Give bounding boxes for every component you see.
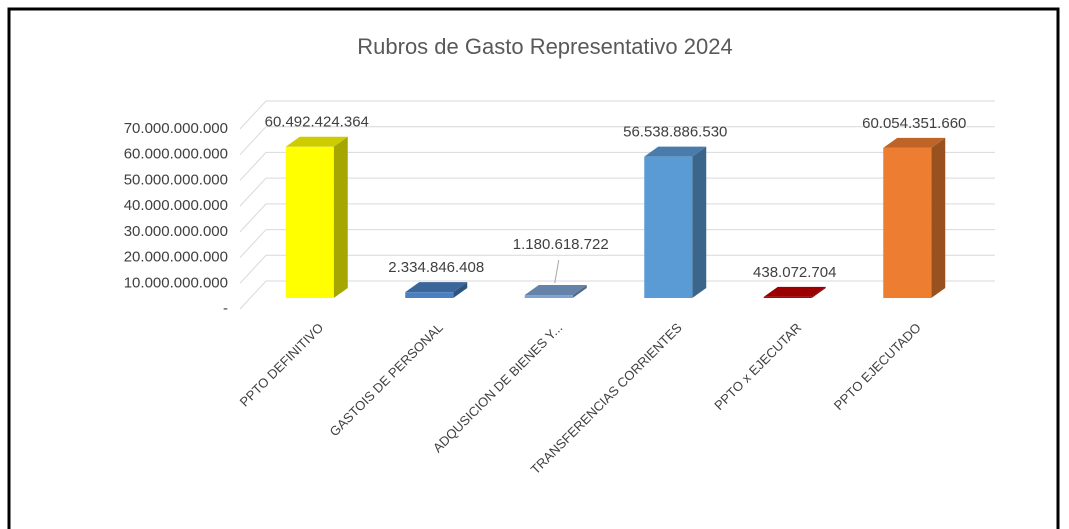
- bar: [644, 156, 693, 298]
- y-tick-label: 20.000.000.000: [124, 249, 228, 266]
- data-label: 60.054.351.660: [862, 115, 966, 132]
- bar-top: [763, 286, 826, 297]
- grid-line: [239, 254, 995, 284]
- data-label: 60.492.424.364: [265, 114, 369, 131]
- bar-side: [692, 146, 707, 298]
- frame: [7, 7, 1060, 529]
- grid-line: [239, 126, 995, 156]
- bar: [405, 292, 454, 298]
- data-label: 56.538.886.530: [623, 124, 727, 141]
- chart-title: Rubros de Gasto Representativo 2024: [357, 34, 732, 59]
- bar-side: [333, 136, 348, 298]
- grid-line: [239, 177, 995, 207]
- bar-top: [285, 136, 348, 147]
- grid-line: [239, 280, 995, 310]
- grid-line: [239, 229, 995, 258]
- bar-top: [644, 146, 707, 157]
- bar-top: [524, 285, 587, 296]
- data-label: 438.072.704: [753, 264, 836, 281]
- bar: [285, 146, 334, 298]
- bar-top: [405, 282, 468, 293]
- y-tick-label: 50.000.000.000: [124, 171, 228, 188]
- bar-side: [811, 286, 826, 298]
- y-tick-label: -: [223, 300, 228, 317]
- data-label: 1.180.618.722: [513, 236, 609, 253]
- data-label: 2.334.846.408: [388, 259, 484, 276]
- grid-line: [239, 203, 995, 233]
- y-tick-label: 40.000.000.000: [124, 197, 228, 214]
- grid-line: [239, 100, 995, 130]
- bar-side: [453, 282, 468, 298]
- bar-top: [883, 137, 946, 148]
- y-tick-label: 30.000.000.000: [124, 223, 228, 240]
- y-tick-label: 70.000.000.000: [124, 120, 228, 137]
- bar-side: [931, 137, 946, 298]
- grid-line: [239, 151, 995, 181]
- y-tick-label: 10.000.000.000: [124, 274, 228, 291]
- bar: [524, 295, 573, 298]
- bar-side: [572, 285, 587, 298]
- bar: [883, 147, 932, 298]
- y-tick-label: 60.000.000.000: [124, 146, 228, 163]
- leader-line: [554, 259, 560, 284]
- bar: [763, 296, 812, 298]
